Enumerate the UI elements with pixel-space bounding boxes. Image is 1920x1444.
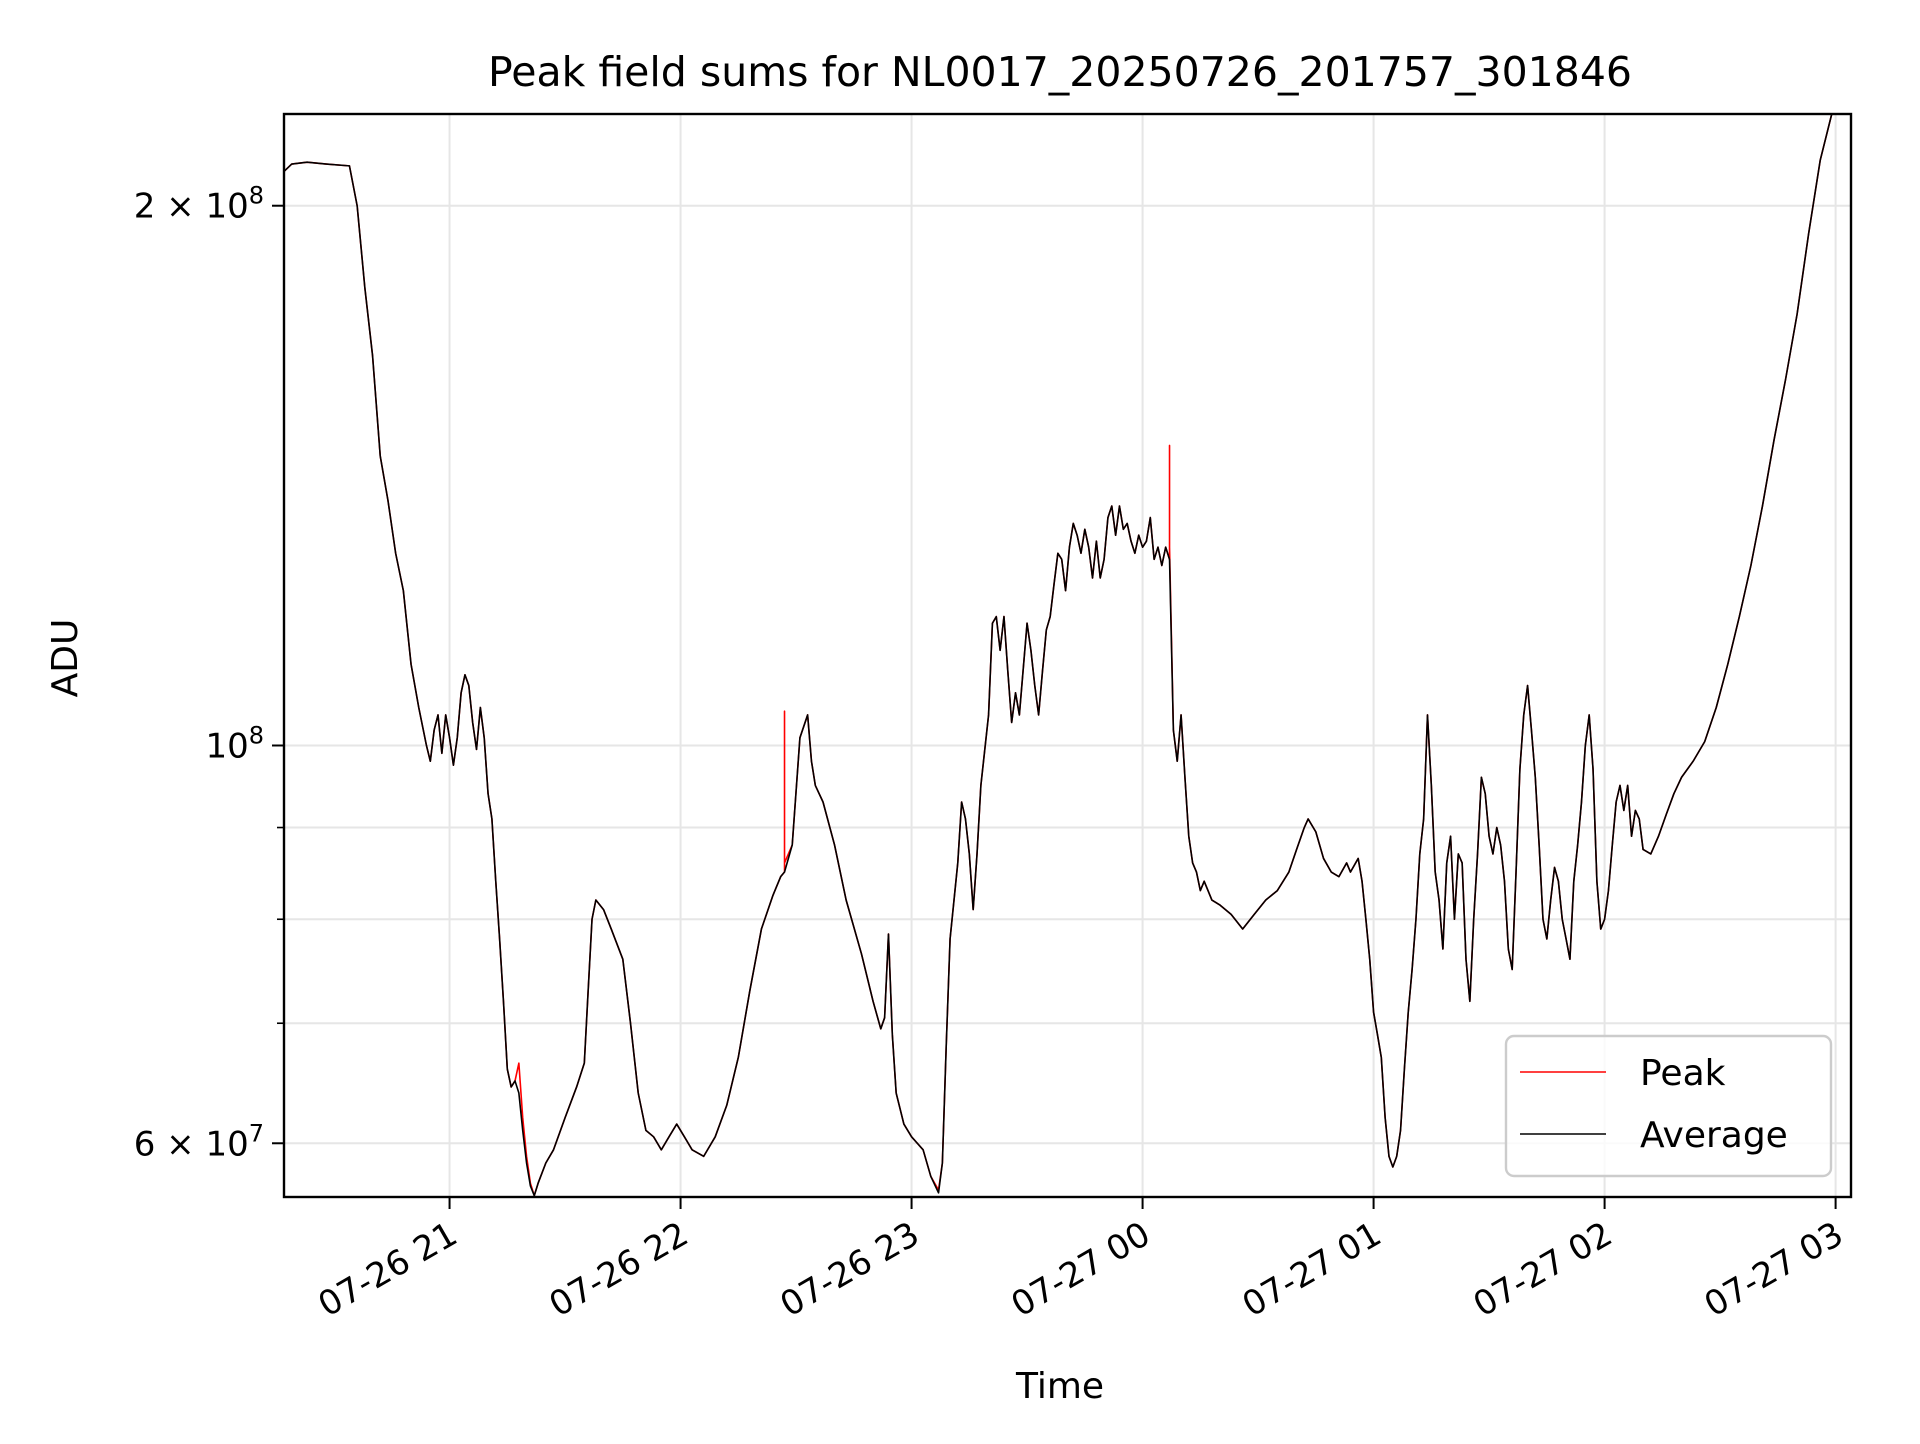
x-tick-label: 07-27 02 — [1467, 1214, 1619, 1325]
legend-label-peak: Peak — [1640, 1053, 1726, 1094]
plot-area — [284, 114, 1833, 1197]
y-tick-label-base: 2 × 10 — [134, 187, 249, 227]
legend-frame — [1504, 1034, 1833, 1178]
y-tick-label: 6 × 107 — [134, 1119, 264, 1164]
y-axis-label: ADU — [45, 619, 86, 698]
series-line-peak — [284, 114, 1833, 1197]
y-tick-label-exponent: 8 — [249, 182, 264, 210]
x-tick-label: 07-27 00 — [1005, 1214, 1157, 1325]
chart-title: Peak field sums for NL0017_20250726_2017… — [488, 48, 1632, 96]
axes-frame — [282, 112, 1853, 1199]
y-tick-label-base: 6 × 10 — [134, 1124, 249, 1164]
y-tick-label-exponent: 7 — [249, 1119, 264, 1147]
y-tick-label-base: 10 — [205, 726, 248, 766]
grid — [284, 114, 1851, 1197]
x-tick-label: 07-27 03 — [1698, 1214, 1850, 1325]
y-tick-label: 2 × 108 — [134, 182, 264, 227]
x-tick-label: 07-26 21 — [312, 1214, 464, 1325]
x-tick-label: 07-26 23 — [774, 1214, 926, 1325]
legend: Peak Average — [1504, 1034, 1833, 1178]
y-tick-label: 108 — [205, 721, 264, 766]
x-axis-label: Time — [1015, 1366, 1104, 1407]
x-tick-label: 07-26 22 — [543, 1214, 695, 1325]
x-tick-label: 07-27 01 — [1236, 1214, 1388, 1325]
y-tick-label-exponent: 8 — [249, 721, 264, 749]
legend-label-average: Average — [1640, 1115, 1788, 1156]
series-line-average — [284, 114, 1833, 1197]
